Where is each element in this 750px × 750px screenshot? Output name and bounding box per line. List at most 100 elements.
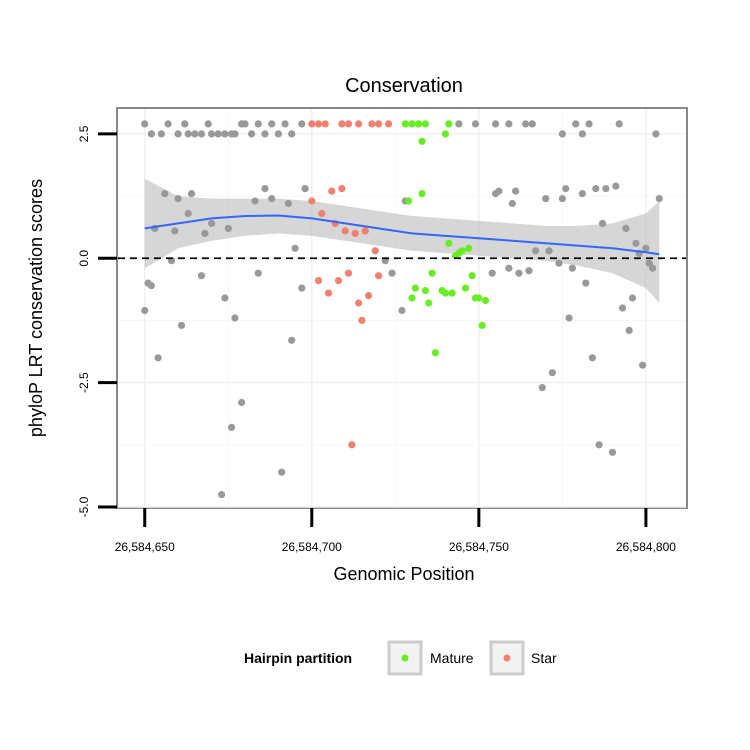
point-star bbox=[338, 185, 346, 193]
point-other bbox=[298, 120, 306, 128]
point-mature bbox=[458, 247, 466, 255]
point-mature bbox=[445, 120, 453, 128]
point-other bbox=[204, 120, 212, 128]
point-other bbox=[558, 130, 567, 138]
point-mature bbox=[415, 120, 423, 128]
point-other bbox=[251, 197, 259, 205]
point-star bbox=[308, 120, 316, 128]
point-star bbox=[344, 269, 353, 277]
points-layer bbox=[141, 120, 663, 499]
point-mature bbox=[481, 296, 490, 305]
point-other bbox=[511, 187, 520, 195]
smooth-line-layer bbox=[144, 214, 660, 256]
point-star bbox=[355, 299, 363, 307]
point-mature bbox=[441, 130, 449, 138]
point-other bbox=[515, 269, 523, 277]
x-axis-title: Genomic Position bbox=[333, 564, 474, 584]
point-star bbox=[318, 209, 326, 218]
confidence-band bbox=[144, 178, 660, 303]
point-other bbox=[545, 247, 553, 255]
point-mature bbox=[465, 244, 473, 252]
point-other bbox=[187, 190, 196, 198]
legend-marker-mature bbox=[401, 654, 409, 662]
point-other bbox=[241, 120, 249, 128]
point-mature bbox=[468, 272, 476, 280]
point-other bbox=[639, 361, 647, 369]
point-other bbox=[161, 190, 169, 198]
point-other bbox=[274, 130, 282, 138]
point-mature bbox=[448, 289, 456, 297]
point-other bbox=[174, 130, 182, 138]
point-other bbox=[542, 195, 550, 203]
point-other bbox=[254, 269, 262, 277]
point-other bbox=[261, 130, 269, 138]
point-star bbox=[328, 187, 336, 195]
point-mature bbox=[401, 120, 409, 128]
point-other bbox=[147, 130, 155, 138]
x-tick-label: 26,584,650 bbox=[115, 540, 175, 554]
point-star bbox=[361, 227, 369, 235]
point-star bbox=[385, 120, 393, 128]
legend-marker-star bbox=[503, 654, 511, 662]
point-mature bbox=[441, 289, 449, 297]
point-mature bbox=[445, 239, 453, 247]
point-other bbox=[528, 120, 536, 128]
point-other bbox=[288, 130, 296, 138]
point-other bbox=[254, 120, 262, 128]
point-other bbox=[585, 120, 593, 128]
point-other bbox=[578, 190, 587, 198]
point-mature bbox=[408, 294, 416, 302]
point-other bbox=[505, 264, 513, 272]
point-other bbox=[625, 326, 633, 334]
point-mature bbox=[418, 137, 426, 145]
point-mature bbox=[428, 269, 436, 277]
point-other bbox=[615, 120, 623, 128]
point-other bbox=[291, 244, 299, 252]
point-other bbox=[565, 314, 573, 322]
point-other bbox=[214, 130, 222, 138]
point-other bbox=[147, 282, 155, 290]
point-other bbox=[288, 336, 296, 344]
point-other bbox=[495, 187, 503, 195]
point-other bbox=[201, 229, 209, 237]
point-star bbox=[375, 120, 383, 128]
point-other bbox=[505, 120, 513, 128]
point-other bbox=[174, 195, 182, 203]
smooth-line bbox=[144, 214, 660, 256]
legend-label-mature: Mature bbox=[430, 650, 474, 666]
y-tick-label: -2.5 bbox=[77, 372, 91, 393]
point-mature bbox=[408, 120, 416, 128]
point-other bbox=[141, 306, 149, 315]
point-other bbox=[154, 354, 162, 362]
y-tick-label: 0.0 bbox=[77, 250, 91, 267]
point-star bbox=[308, 197, 316, 205]
point-other bbox=[181, 120, 189, 128]
point-other bbox=[455, 120, 463, 128]
point-star bbox=[365, 292, 373, 300]
point-other bbox=[555, 259, 563, 267]
point-other bbox=[278, 468, 286, 476]
point-other bbox=[301, 185, 309, 193]
point-star bbox=[324, 289, 333, 297]
point-other bbox=[471, 120, 480, 128]
point-star bbox=[375, 272, 383, 280]
point-star bbox=[358, 316, 366, 324]
point-other bbox=[284, 199, 292, 208]
point-star bbox=[351, 229, 359, 237]
point-other bbox=[602, 185, 610, 193]
point-other bbox=[652, 130, 660, 138]
point-star bbox=[368, 120, 376, 128]
point-mature bbox=[421, 120, 429, 128]
chart-title: Conservation bbox=[345, 75, 463, 97]
point-other bbox=[622, 224, 630, 232]
point-star bbox=[321, 120, 329, 128]
point-mature bbox=[421, 287, 429, 295]
point-other bbox=[608, 448, 617, 456]
point-other bbox=[655, 195, 663, 203]
point-star bbox=[344, 120, 353, 128]
point-other bbox=[525, 267, 533, 275]
x-tick-label: 26,584,700 bbox=[282, 540, 342, 554]
point-star bbox=[348, 441, 356, 449]
point-other bbox=[177, 321, 186, 329]
